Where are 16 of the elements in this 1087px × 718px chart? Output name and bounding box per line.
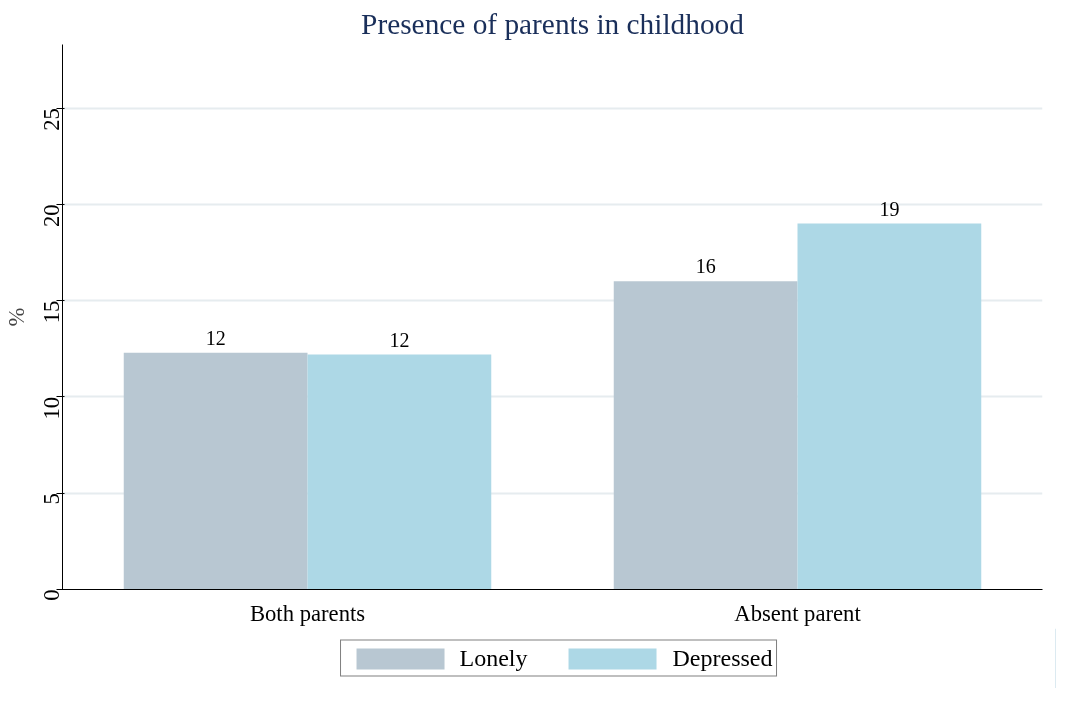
y-tick-label: 0 [39, 589, 64, 601]
legend-label: Depressed [672, 644, 773, 672]
y-tick-label: 10 [39, 396, 64, 420]
y-axis-title: % [3, 307, 29, 327]
x-tick-label: Both parents [249, 600, 366, 626]
y-tick-label: 5 [39, 493, 64, 505]
y-tick-label: 15 [39, 300, 64, 324]
x-tick-label: Absent parent [734, 600, 862, 626]
data-label: 12 [389, 328, 410, 351]
y-tick-label: 25 [39, 108, 64, 131]
legend-label: Lonely [459, 644, 528, 672]
data-label: 12 [205, 326, 226, 349]
chart-title: Presence of parents in childhood [361, 7, 745, 40]
data-label: 16 [695, 255, 716, 278]
y-tick-label: 20 [39, 204, 64, 227]
data-label: 19 [879, 197, 900, 220]
